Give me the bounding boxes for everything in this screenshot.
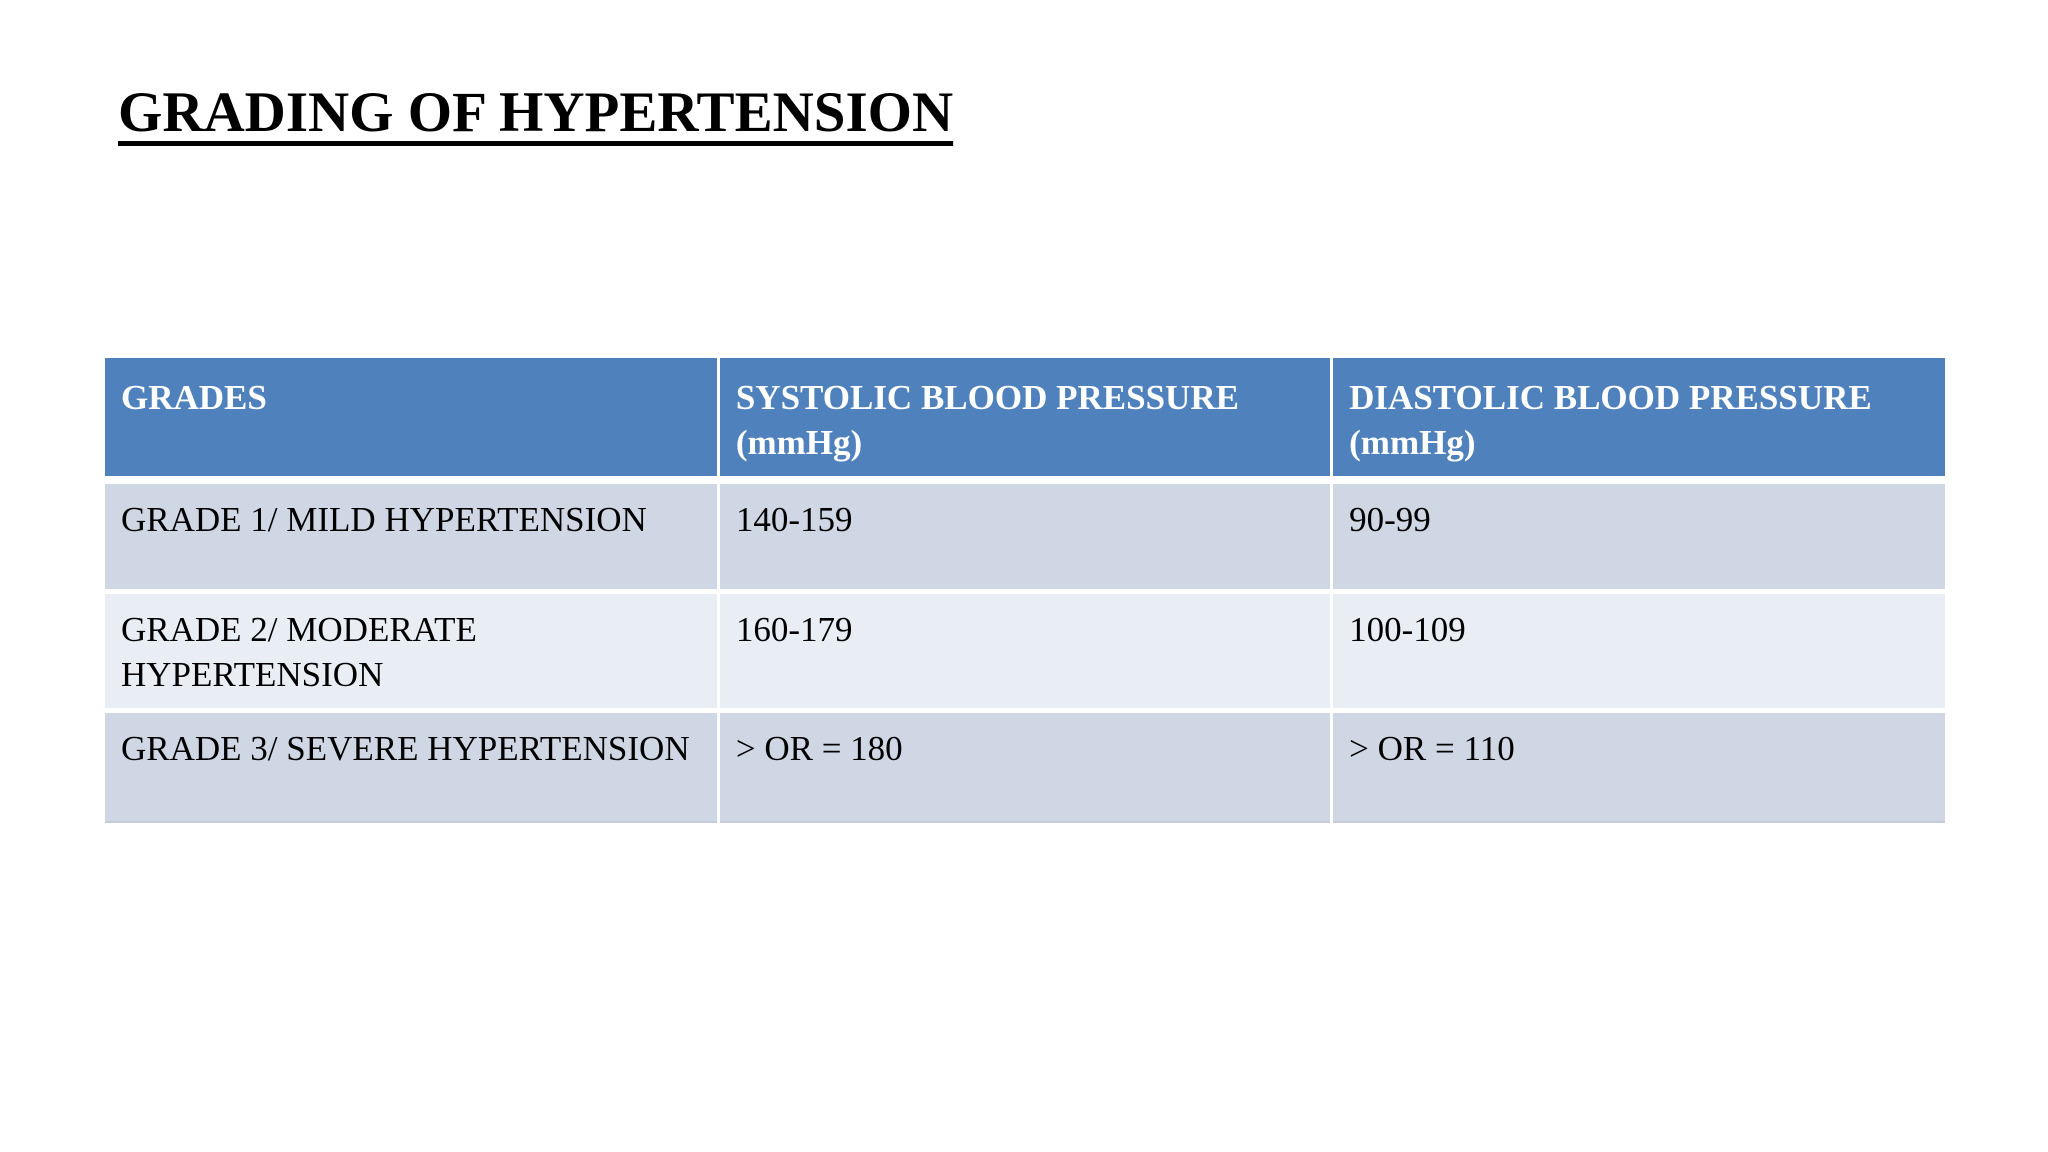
page-title: GRADING OF HYPERTENSION	[118, 81, 954, 144]
column-header-diastolic: DIASTOLIC BLOOD PRESSURE (mmHg)	[1331, 358, 1945, 480]
cell-diastolic-value: 100-109	[1331, 589, 1945, 711]
column-header-systolic: SYSTOLIC BLOOD PRESSURE (mmHg)	[718, 358, 1334, 480]
cell-systolic-value: 140-159	[718, 475, 1334, 592]
cell-grade-label: GRADE 1/ MILD HYPERTENSION	[105, 475, 720, 592]
cell-diastolic-value: > OR = 110	[1331, 707, 1945, 824]
column-header-grades: GRADES	[105, 358, 720, 480]
cell-grade-label: GRADE 2/ MODERATE HYPERTENSION	[105, 589, 720, 711]
cell-systolic-value: 160-179	[718, 589, 1334, 711]
table-row: GRADE 1/ MILD HYPERTENSION 140-159 90-99	[105, 475, 1945, 592]
table-row: GRADE 3/ SEVERE HYPERTENSION > OR = 180 …	[105, 707, 1945, 824]
cell-grade-label: GRADE 3/ SEVERE HYPERTENSION	[105, 707, 720, 824]
cell-diastolic-value: 90-99	[1331, 475, 1945, 592]
table-header-row: GRADES SYSTOLIC BLOOD PRESSURE (mmHg) DI…	[105, 358, 1945, 480]
table-row: GRADE 2/ MODERATE HYPERTENSION 160-179 1…	[105, 589, 1945, 711]
cell-systolic-value: > OR = 180	[718, 707, 1334, 824]
hypertension-grading-table: GRADES SYSTOLIC BLOOD PRESSURE (mmHg) DI…	[105, 358, 1945, 824]
